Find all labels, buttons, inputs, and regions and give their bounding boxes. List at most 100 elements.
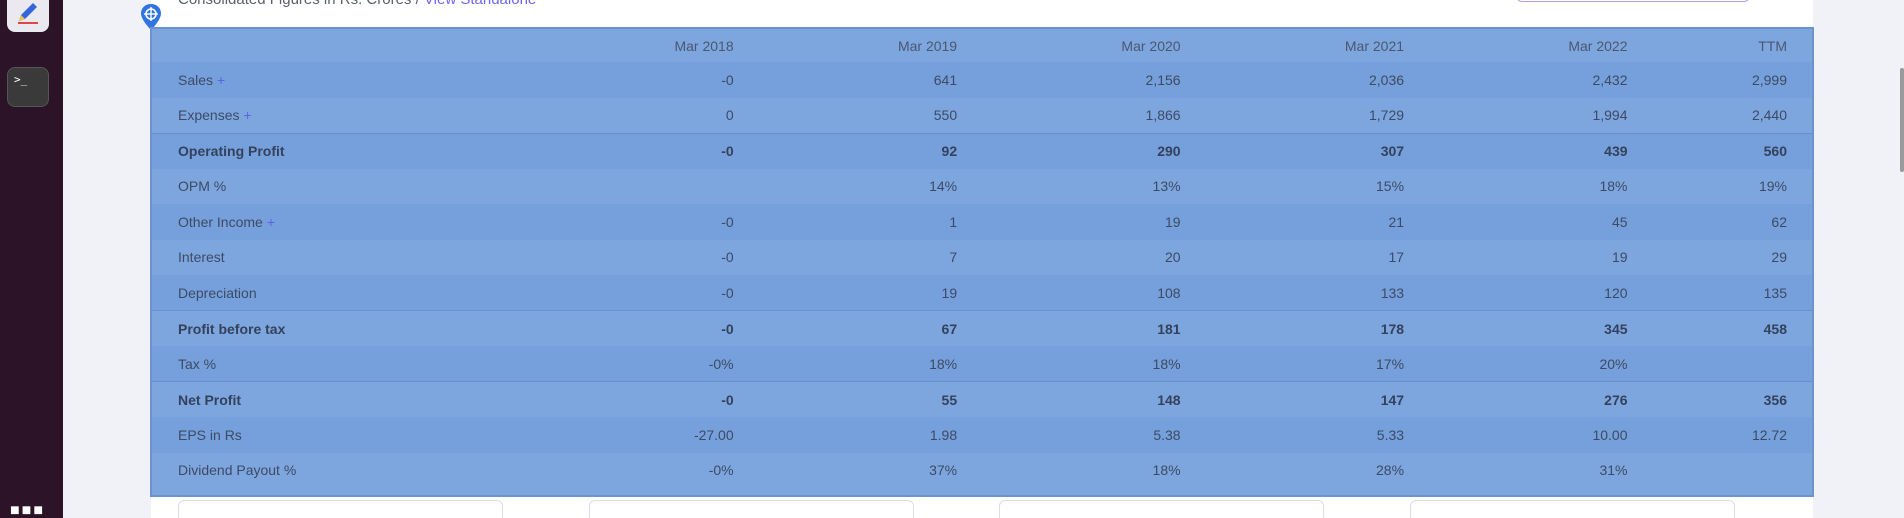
row-label: Operating Profit bbox=[152, 132, 536, 169]
table-cell: 135 bbox=[1652, 275, 1812, 311]
summary-card bbox=[589, 500, 914, 518]
table-cell: 2,440 bbox=[1751, 107, 1787, 123]
table-cell bbox=[1653, 453, 1812, 489]
table-cell: 550 bbox=[933, 107, 958, 123]
column-header: Mar 2018 bbox=[674, 37, 734, 54]
summary-card bbox=[999, 500, 1324, 518]
table-cell: 19 bbox=[982, 204, 1206, 240]
view-standalone-link[interactable]: View Standalone bbox=[424, 0, 536, 8]
row-label: EPS in Rs bbox=[152, 417, 536, 453]
table-cell: 45 bbox=[1429, 204, 1653, 240]
table-cell: 560 bbox=[1652, 132, 1812, 169]
table-cell: 18% bbox=[982, 346, 1206, 382]
table-cell: -0 bbox=[535, 132, 759, 169]
table-cell: 307 bbox=[1205, 132, 1430, 169]
table-cell: -0% bbox=[708, 462, 734, 479]
row-label[interactable]: Sales + bbox=[152, 62, 536, 98]
table-cell: 108 bbox=[982, 275, 1206, 311]
table-cell: 19 bbox=[1611, 249, 1628, 266]
table-cell: 290 bbox=[982, 132, 1206, 169]
table-cell: 1.98 bbox=[758, 417, 983, 453]
table-row: OPM % 14% 13% 15% 18% 19% bbox=[152, 169, 1812, 205]
terminal-icon: >_ bbox=[14, 73, 28, 86]
table-cell: -0 bbox=[535, 310, 759, 346]
row-label: Tax % bbox=[152, 346, 536, 382]
row-label: Net Profit bbox=[152, 381, 536, 417]
table-row: Depreciation -0 19 108 133 120 135 bbox=[152, 275, 1812, 311]
table-row: Sales + -0 641 2,156 2,036 2,432 2,999 bbox=[152, 62, 1812, 98]
row-label-text: Profit before tax bbox=[178, 320, 286, 337]
column-header: Mar 2022 bbox=[1568, 37, 1628, 54]
table-cell: 1,729 bbox=[1369, 107, 1405, 123]
dock-text-editor[interactable] bbox=[7, 0, 49, 32]
table-cell: 20% bbox=[1429, 346, 1653, 382]
profit-loss-table-selection[interactable]: Mar 2018 Mar 2019 Mar 2020 Mar 2021 Mar … bbox=[150, 27, 1814, 497]
row-label: Interest bbox=[152, 240, 535, 276]
figures-note: Consolidated Figures in Rs. Crores / bbox=[178, 0, 424, 8]
table-row: Interest -0 7 20 17 19 29 bbox=[152, 240, 1812, 276]
row-label: Dividend Payout % bbox=[152, 453, 535, 489]
table-cell: 641 bbox=[758, 62, 983, 98]
location-marker-icon[interactable] bbox=[139, 3, 163, 31]
expand-plus-icon[interactable]: + bbox=[266, 213, 276, 230]
table-cell: 31% bbox=[1599, 462, 1628, 479]
table-cell: 19% bbox=[1758, 178, 1787, 195]
table-cell: 14% bbox=[929, 178, 958, 195]
table-cell: 120 bbox=[1429, 275, 1653, 311]
row-label-text: Sales bbox=[178, 71, 214, 88]
table-cell: 29 bbox=[1771, 249, 1787, 266]
column-header bbox=[152, 29, 535, 62]
table-row: Operating Profit -0 92 290 307 439 560 bbox=[152, 132, 1812, 169]
table-cell: 55 bbox=[758, 381, 983, 417]
table-cell: 37% bbox=[929, 462, 958, 479]
scrollbar[interactable] bbox=[1900, 68, 1904, 172]
row-label-text: Interest bbox=[178, 249, 225, 266]
table-cell: -0% bbox=[535, 346, 759, 382]
table-cell: -0 bbox=[535, 275, 759, 311]
section-subtitle: Consolidated Figures in Rs. Crores / Vie… bbox=[178, 0, 536, 8]
row-label-text: Operating Profit bbox=[178, 143, 285, 159]
table-cell: 458 bbox=[1652, 310, 1812, 346]
table-row: EPS in Rs -27.00 1.98 5.38 5.33 10.00 12.72 bbox=[152, 417, 1812, 453]
table-cell: 0 bbox=[725, 107, 734, 123]
table-cell: 19 bbox=[758, 275, 983, 311]
table-cell: -27.00 bbox=[535, 417, 759, 453]
grid-dots-icon[interactable]: ■■■ bbox=[10, 502, 45, 518]
column-header: Mar 2021 bbox=[1344, 37, 1405, 54]
summary-card bbox=[178, 500, 503, 518]
row-label-text: Expenses bbox=[178, 107, 240, 123]
table-cell: 10.00 bbox=[1429, 417, 1653, 453]
table-cell: 62 bbox=[1652, 204, 1812, 240]
row-label: Profit before tax bbox=[152, 310, 536, 346]
expand-plus-icon[interactable]: + bbox=[243, 107, 252, 123]
table-cell: 18% bbox=[1599, 178, 1628, 195]
table-cell: 1 bbox=[758, 204, 983, 240]
table-cell: 181 bbox=[982, 310, 1206, 346]
table-cell: 20 bbox=[1165, 249, 1181, 266]
header-control[interactable] bbox=[1516, 0, 1750, 2]
table-cell: 2,999 bbox=[1652, 62, 1812, 98]
row-label[interactable]: Expenses + bbox=[152, 98, 535, 134]
table-cell: 148 bbox=[982, 381, 1206, 417]
table-cell: 133 bbox=[1205, 275, 1430, 311]
table-cell: 147 bbox=[1205, 381, 1430, 417]
pencil-icon bbox=[18, 3, 38, 24]
table-cell: 92 bbox=[758, 132, 983, 169]
table-cell: 1,994 bbox=[1592, 107, 1628, 123]
table-cell: 2,432 bbox=[1429, 62, 1653, 98]
table-cell: 178 bbox=[1205, 310, 1430, 346]
table-cell: 1,866 bbox=[1145, 107, 1181, 123]
table-cell bbox=[1652, 346, 1812, 382]
table-cell: -0 bbox=[535, 62, 759, 98]
table-row: Net Profit -0 55 148 147 276 356 bbox=[152, 381, 1812, 417]
table-cell: 17 bbox=[1388, 249, 1405, 266]
summary-card bbox=[1410, 500, 1735, 518]
row-label[interactable]: Other Income + bbox=[152, 204, 536, 240]
table-cell: 18% bbox=[1152, 462, 1181, 479]
table-cell: 2,036 bbox=[1205, 62, 1430, 98]
dock-terminal[interactable]: >_ bbox=[7, 67, 49, 107]
expand-plus-icon[interactable]: + bbox=[217, 71, 226, 88]
table-cell bbox=[535, 169, 758, 205]
table-cell: 28% bbox=[1376, 462, 1405, 479]
table-row: Dividend Payout % -0% 37% 18% 28% 31% bbox=[152, 453, 1812, 489]
